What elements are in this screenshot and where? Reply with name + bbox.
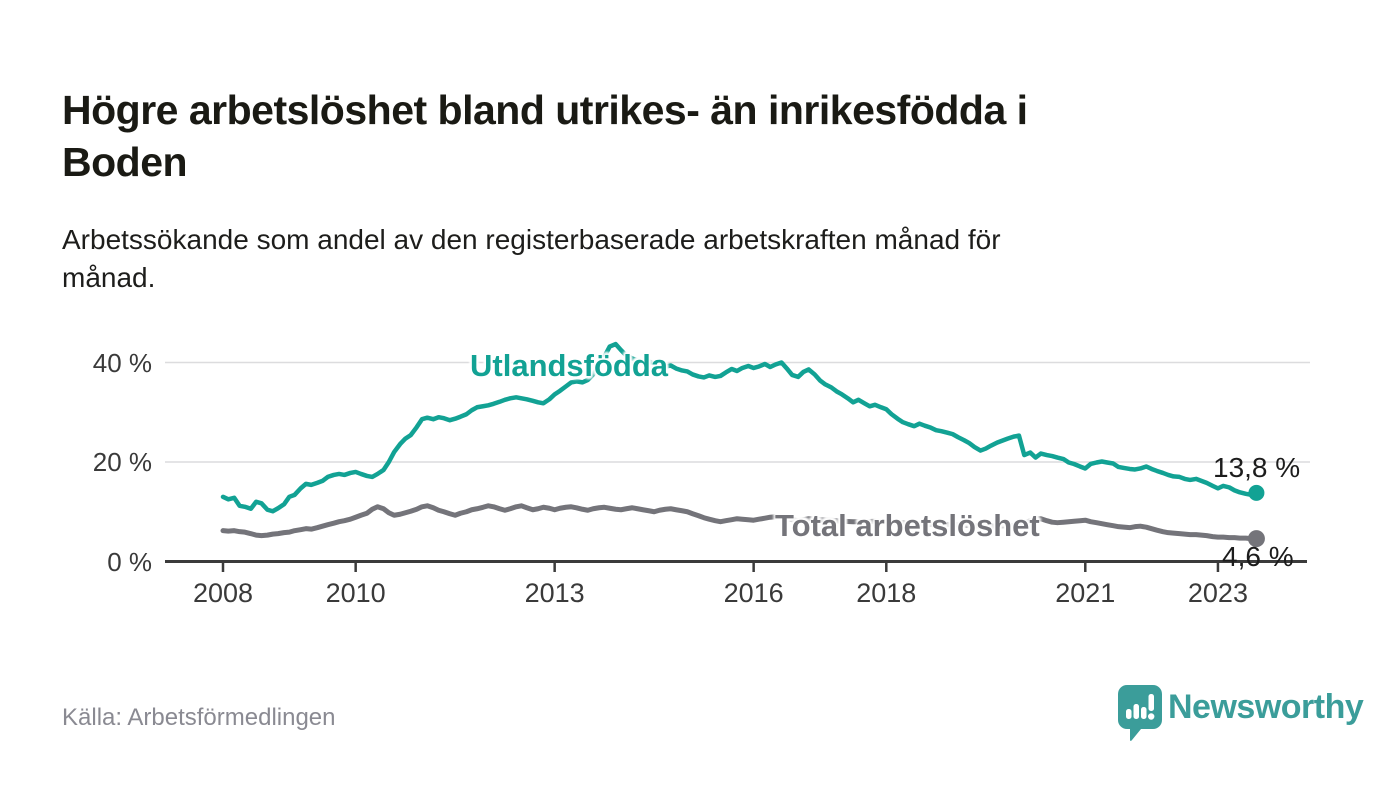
page-title: Högre arbetslöshet bland utrikes- än inr… <box>62 87 1028 186</box>
page-subtitle: Arbetssökande som andel av den registerb… <box>62 224 1001 293</box>
bar-chart-speech-bubble-icon <box>1117 685 1163 746</box>
series-end-dot-utlandsfodda <box>1248 484 1265 501</box>
brand-lockup: Newsworthy <box>1117 684 1364 742</box>
series-end-dot-total-arbetsloshet <box>1247 530 1265 548</box>
series-line-utlandsfodda <box>220 341 1259 514</box>
source-note: Källa: Arbetsförmedlingen <box>62 704 336 731</box>
series-line-total-arbetsloshet <box>220 503 1259 542</box>
brand-name: Newsworthy <box>1168 688 1364 726</box>
